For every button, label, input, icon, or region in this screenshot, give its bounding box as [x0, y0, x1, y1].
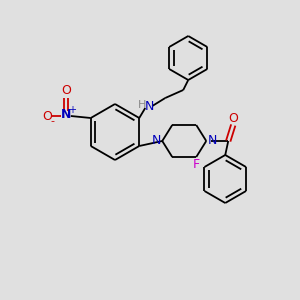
Text: N: N [61, 109, 71, 122]
Text: -: - [51, 116, 55, 126]
Text: N: N [145, 100, 154, 112]
Text: O: O [228, 112, 238, 124]
Text: N: N [208, 134, 217, 148]
Text: H: H [138, 100, 146, 110]
Text: O: O [42, 110, 52, 122]
Text: N: N [152, 134, 161, 148]
Text: +: + [68, 105, 76, 115]
Text: O: O [61, 85, 71, 98]
Text: F: F [193, 158, 200, 170]
